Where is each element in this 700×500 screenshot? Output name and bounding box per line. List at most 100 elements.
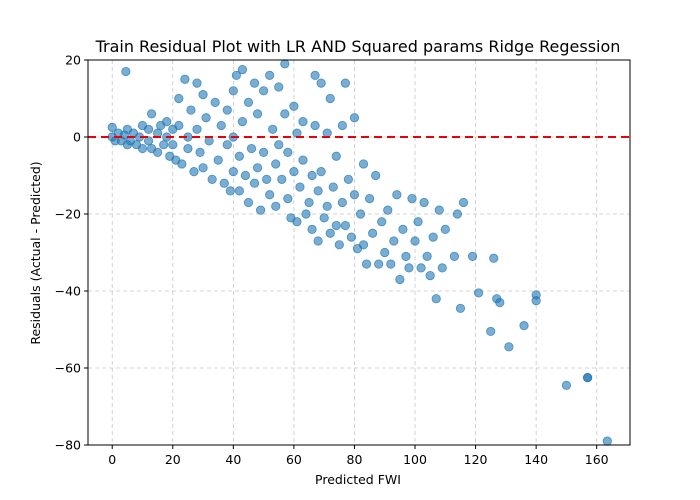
data-point <box>174 120 184 131</box>
data-point <box>252 163 263 173</box>
data-point <box>383 205 393 215</box>
data-point <box>325 93 335 104</box>
data-point <box>216 120 226 131</box>
data-point <box>428 232 438 242</box>
data-point <box>237 117 248 127</box>
data-point <box>307 170 317 181</box>
data-point <box>153 147 163 157</box>
data-point <box>346 232 357 242</box>
data-point <box>274 82 284 92</box>
data-point <box>343 174 354 184</box>
data-point <box>292 217 302 227</box>
data-point <box>337 120 347 131</box>
data-point <box>449 251 459 261</box>
data-point <box>234 151 244 161</box>
data-point <box>137 143 148 154</box>
data-point <box>107 122 117 132</box>
data-point <box>277 174 287 184</box>
data-point <box>192 78 202 88</box>
data-point <box>422 251 432 261</box>
data-point <box>192 124 202 134</box>
data-point <box>361 259 372 269</box>
data-point <box>489 253 499 263</box>
data-point <box>416 263 426 273</box>
data-point <box>301 209 311 219</box>
data-point <box>201 113 211 123</box>
data-point <box>452 209 463 219</box>
data-point <box>304 197 314 208</box>
data-point <box>243 197 254 208</box>
data-point <box>531 296 541 306</box>
data-point <box>289 101 299 111</box>
data-point <box>389 236 399 246</box>
data-point <box>404 263 414 273</box>
data-point <box>440 224 450 234</box>
data-point <box>340 78 350 88</box>
data-point <box>434 205 444 215</box>
data-point <box>349 113 360 123</box>
data-point <box>283 194 293 204</box>
data-point <box>252 109 263 119</box>
plot-frame <box>87 59 631 446</box>
data-point <box>340 220 350 231</box>
y-tick-label: −60 <box>55 361 81 376</box>
data-point <box>180 74 190 84</box>
data-point <box>355 209 366 219</box>
data-point <box>240 170 251 181</box>
data-point <box>195 147 205 157</box>
data-point <box>280 109 290 119</box>
data-point <box>159 140 169 150</box>
y-tick-label: 0 <box>73 130 81 145</box>
x-tick-label: 20 <box>165 452 181 467</box>
data-point <box>280 59 290 69</box>
data-point <box>368 228 378 238</box>
x-axis-label: Predicted FWI <box>315 472 401 487</box>
data-point <box>331 220 341 231</box>
data-point <box>392 190 402 200</box>
data-point <box>334 240 344 250</box>
data-point <box>234 186 244 196</box>
data-point <box>146 109 157 119</box>
scatter-points <box>107 59 612 446</box>
data-point <box>319 213 329 223</box>
data-point <box>143 136 154 146</box>
data-point <box>262 174 272 184</box>
data-point <box>174 93 184 104</box>
x-tick-label: 140 <box>524 452 548 467</box>
x-tick-label: 0 <box>108 452 116 467</box>
data-point <box>207 174 217 184</box>
data-point <box>519 321 529 331</box>
data-point <box>495 297 505 308</box>
data-point <box>425 270 435 281</box>
data-point <box>310 120 320 131</box>
x-tick-label: 60 <box>286 452 302 467</box>
data-point <box>162 117 172 127</box>
data-point <box>183 143 193 154</box>
x-tick-label: 40 <box>225 452 241 467</box>
x-tick-label: 100 <box>403 452 427 467</box>
data-point <box>198 163 208 173</box>
data-point <box>325 228 335 238</box>
data-point <box>602 436 612 446</box>
data-point <box>198 90 208 100</box>
data-point <box>358 159 369 169</box>
data-point <box>328 182 338 192</box>
data-point <box>316 167 326 177</box>
data-point <box>467 251 478 261</box>
data-point <box>310 70 320 81</box>
data-point <box>455 303 466 313</box>
x-axis-ticks: 0 20 40 60 80 100 120 140 160 <box>108 445 609 467</box>
data-point <box>177 159 187 169</box>
data-point <box>313 186 323 196</box>
data-point <box>504 342 514 352</box>
data-point <box>410 236 420 246</box>
data-point <box>143 124 154 134</box>
data-point <box>255 205 266 215</box>
data-point <box>431 294 441 304</box>
data-point <box>210 97 220 107</box>
x-tick-label: 160 <box>585 452 609 467</box>
data-point <box>322 201 332 211</box>
data-point <box>583 373 593 383</box>
y-tick-label: 20 <box>65 53 81 68</box>
